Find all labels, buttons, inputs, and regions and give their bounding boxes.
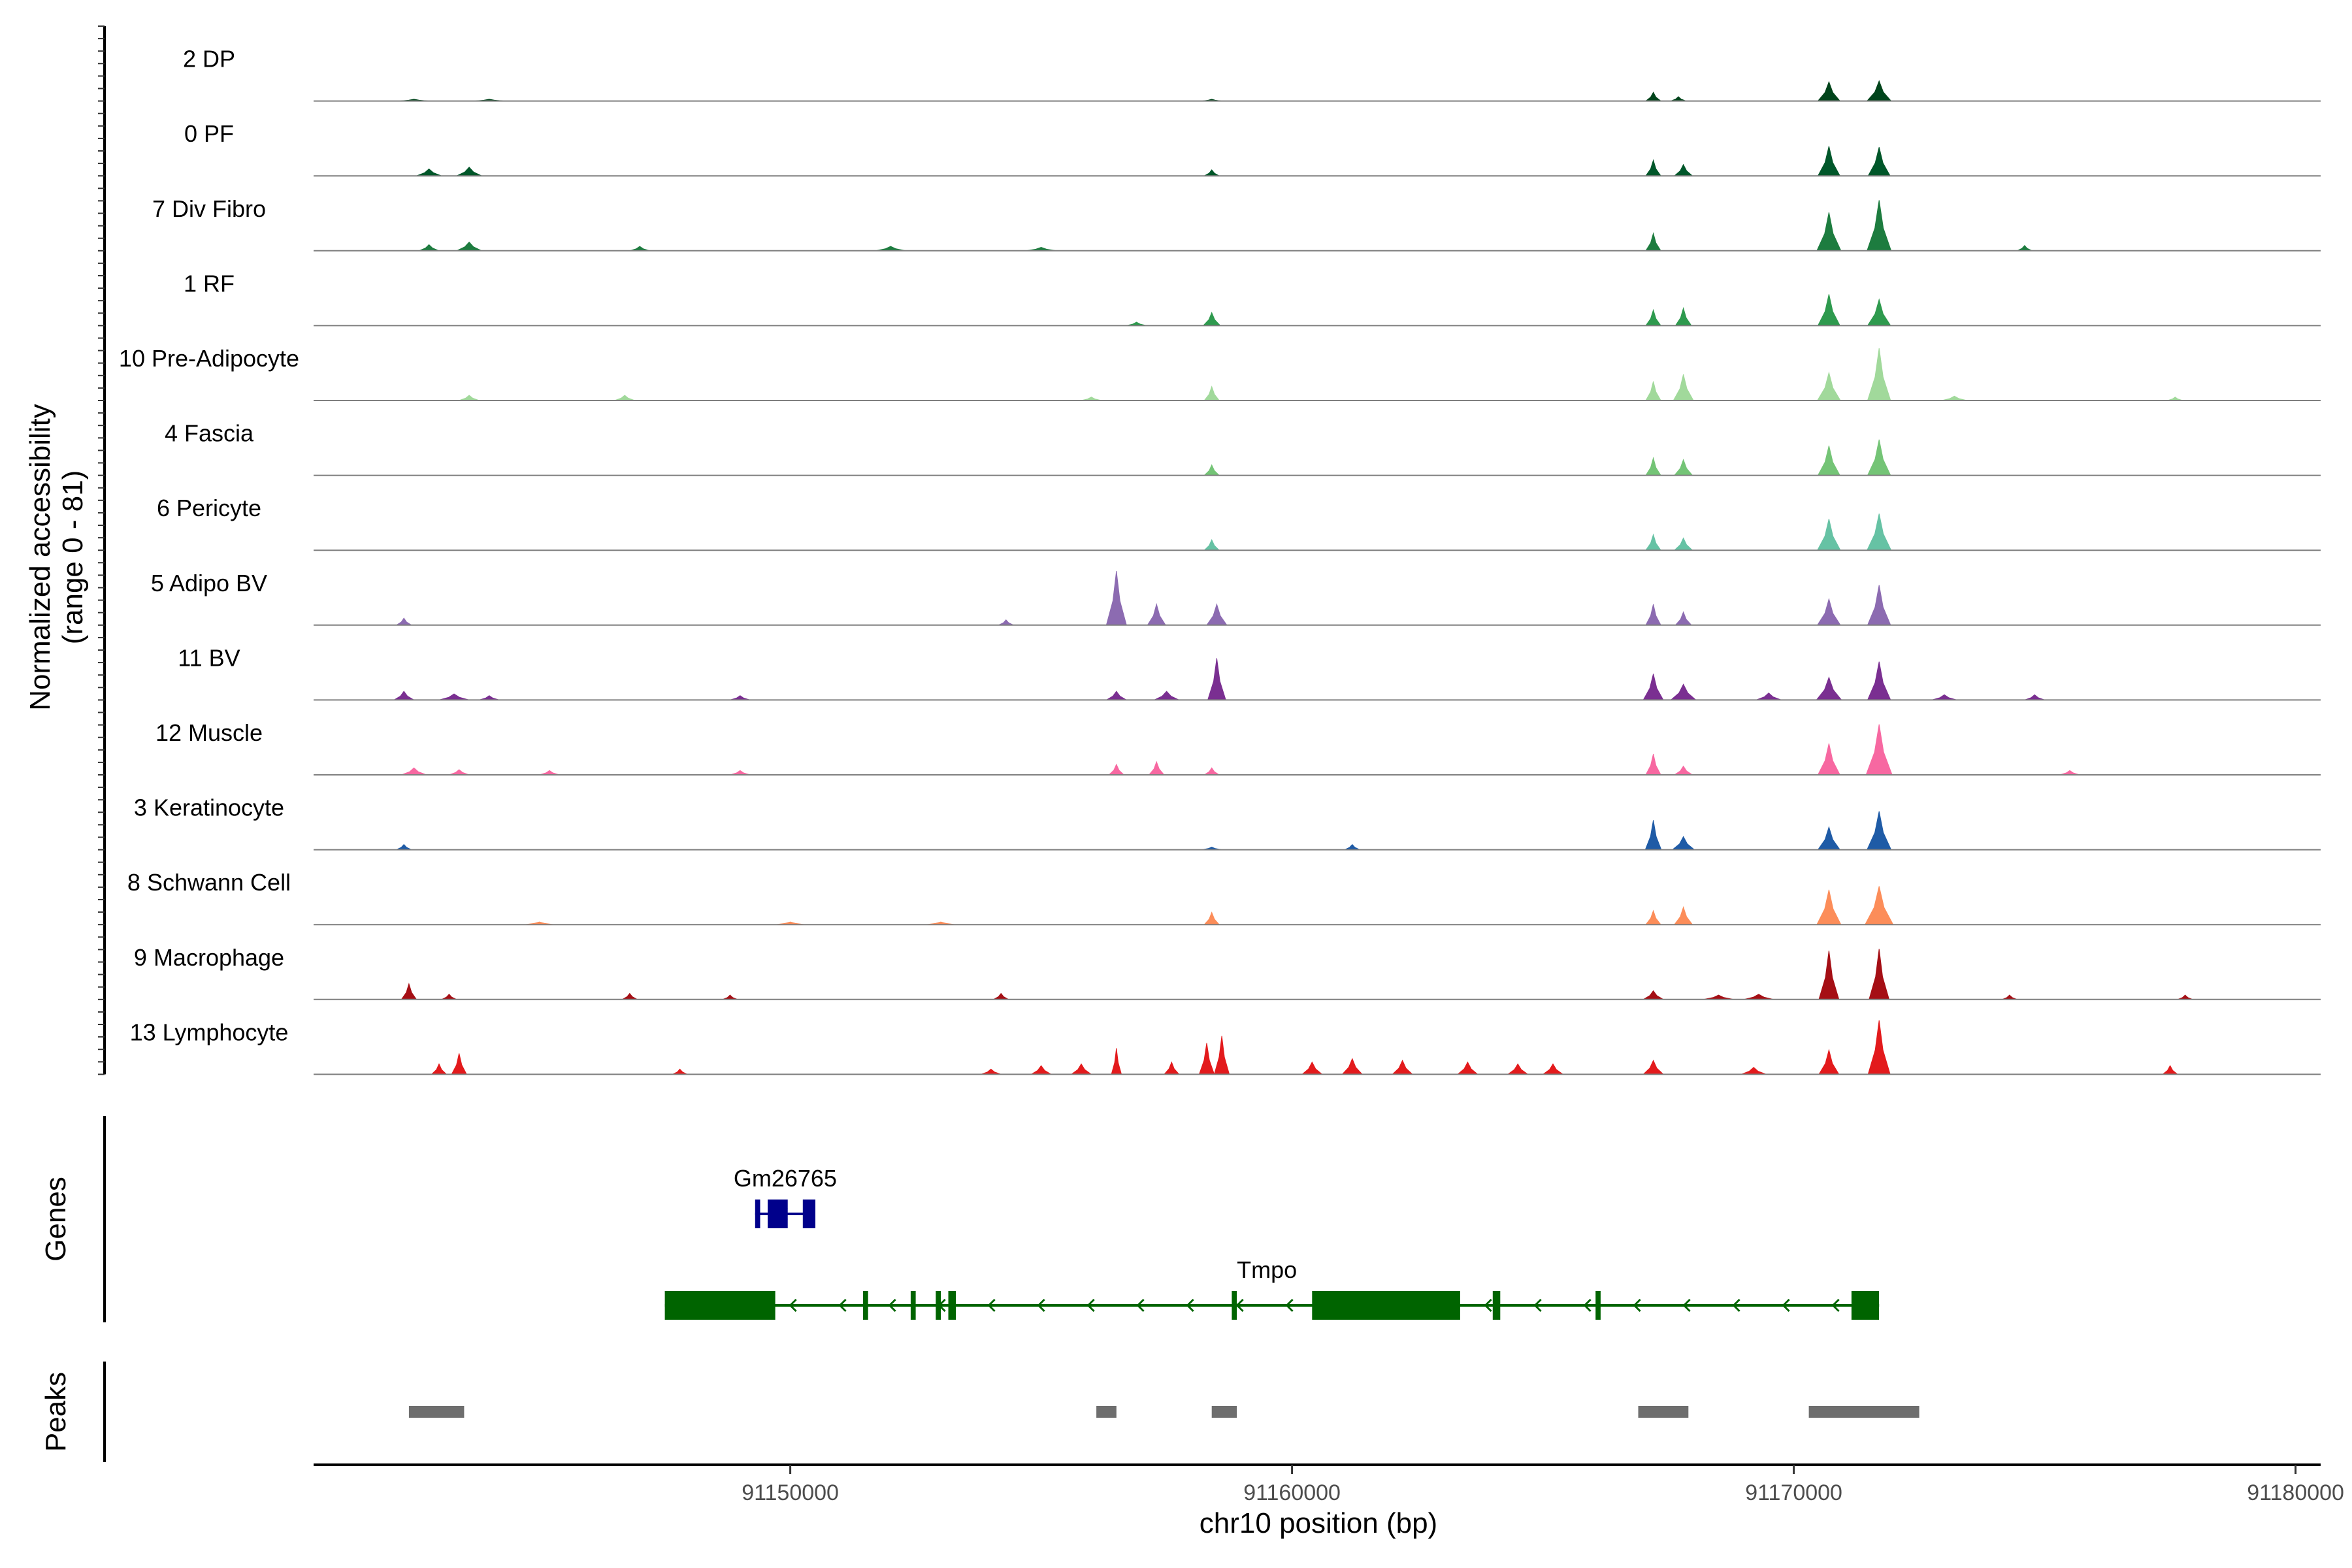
- x-tick-label: 91170000: [1745, 1480, 1842, 1505]
- peak-region: [1638, 1406, 1689, 1418]
- genes-track: Gm26765 Tmpo: [664, 1165, 1880, 1320]
- track-4-fascia: 4 Fascia: [165, 420, 2321, 476]
- track-10-pre-adipocyte: 10 Pre-Adipocyte: [119, 345, 2321, 401]
- track-label: 9 Macrophage: [134, 944, 284, 971]
- coverage-area: [393, 658, 2045, 700]
- strand-arrow: [1136, 1298, 1145, 1313]
- strand-arrow: [1831, 1298, 1840, 1313]
- peaks-track: [408, 1406, 1919, 1418]
- coverage-area: [431, 1020, 2179, 1075]
- gene-gm26765: Gm26765: [734, 1165, 837, 1228]
- coverage-area: [1203, 439, 1891, 476]
- track-7-div-fibro: 7 Div Fibro: [152, 195, 2321, 252]
- genes-track-label: Genes: [40, 1177, 72, 1262]
- track-label: 6 Pericyte: [157, 495, 261, 521]
- gene-exon: [664, 1291, 776, 1320]
- coverage-area: [1126, 294, 1891, 326]
- x-tick-label: 91160000: [1243, 1480, 1341, 1505]
- coverage-area: [396, 811, 1892, 851]
- strand-arrow: [1633, 1298, 1641, 1313]
- track-6-pericyte: 6 Pericyte: [157, 495, 2321, 551]
- track-8-schwann-cell: 8 Schwann Cell: [127, 869, 2321, 926]
- gene-exon: [910, 1291, 916, 1320]
- coverage-area: [401, 724, 2080, 776]
- track-11-bv: 11 BV: [178, 644, 2321, 701]
- track-label: 1 RF: [184, 270, 235, 297]
- gene-exon: [936, 1291, 941, 1320]
- coverage-area: [459, 348, 2183, 401]
- strand-arrow: [1682, 1298, 1691, 1313]
- gene-tmpo: Tmpo: [664, 1256, 1880, 1320]
- strand-arrow: [1484, 1298, 1492, 1313]
- strand-arrow: [789, 1298, 797, 1313]
- strand-arrow: [1285, 1298, 1294, 1313]
- coverage-area: [1203, 514, 1892, 551]
- peaks-track-label: Peaks: [40, 1372, 72, 1452]
- y-axis-title-line2: (range 0 - 81): [57, 470, 89, 645]
- track-label: 2 DP: [183, 46, 235, 73]
- gene-exon: [1232, 1291, 1237, 1320]
- peak-region: [1808, 1406, 1919, 1418]
- x-axis-title: chr10 position (bp): [1200, 1507, 1437, 1539]
- track-label: 11 BV: [178, 644, 240, 671]
- coverage-area: [416, 146, 1891, 176]
- coverage-area: [400, 949, 2193, 1000]
- y-axis-title-line1: Normalized accessibility: [24, 404, 56, 710]
- gene-exon: [1312, 1291, 1460, 1320]
- strand-arrow: [1235, 1298, 1244, 1313]
- gene-exon: [1595, 1291, 1601, 1320]
- track-label: 7 Div Fibro: [152, 195, 266, 222]
- track-5-adipo-bv: 5 Adipo BV: [151, 570, 2321, 626]
- gene-exon: [1851, 1291, 1880, 1320]
- track-1-rf: 1 RF: [184, 270, 2321, 327]
- track-label: 8 Schwann Cell: [127, 869, 291, 896]
- gene-exon: [802, 1200, 815, 1228]
- strand-arrow: [1086, 1298, 1095, 1313]
- gene-exon: [863, 1291, 868, 1320]
- track-label: 0 PF: [184, 120, 234, 147]
- strand-arrow: [1782, 1298, 1790, 1313]
- y-axis: [98, 25, 106, 1075]
- x-tick-label: 91150000: [742, 1480, 839, 1505]
- track-12-muscle: 12 Muscle: [155, 719, 2321, 776]
- coverage-area: [399, 80, 1892, 102]
- gene-label: Gm26765: [734, 1165, 837, 1192]
- gene-exon: [755, 1200, 760, 1228]
- strand-arrow: [1732, 1298, 1740, 1313]
- track-label: 10 Pre-Adipocyte: [119, 345, 299, 372]
- strand-arrow: [888, 1298, 896, 1313]
- gene-exon: [1492, 1291, 1501, 1320]
- coverage-area: [524, 886, 1894, 925]
- track-2-dp: 2 DP: [183, 46, 2321, 102]
- track-label: 12 Muscle: [155, 719, 263, 746]
- strand-arrow: [1533, 1298, 1542, 1313]
- track-label: 13 Lymphocyte: [130, 1019, 289, 1045]
- track-label: 3 Keratinocyte: [134, 794, 284, 821]
- strand-arrow: [987, 1298, 996, 1313]
- track-label: 5 Adipo BV: [151, 570, 267, 596]
- peak-region: [1211, 1406, 1237, 1418]
- track-3-keratinocyte: 3 Keratinocyte: [134, 794, 2321, 851]
- strand-arrow: [838, 1298, 847, 1313]
- strand-arrow: [1186, 1298, 1194, 1313]
- track-label: 4 Fascia: [165, 420, 254, 447]
- peak-region: [408, 1406, 465, 1418]
- strand-arrow: [1583, 1298, 1592, 1313]
- gene-label: Tmpo: [1237, 1256, 1297, 1283]
- track-9-macrophage: 9 Macrophage: [134, 944, 2321, 1000]
- coverage-area: [419, 200, 2033, 252]
- coverage-area: [395, 571, 1891, 626]
- track-0-pf: 0 PF: [184, 120, 2321, 177]
- peak-region: [1096, 1406, 1117, 1418]
- x-tick-label: 91180000: [2247, 1480, 2344, 1505]
- track-13-lymphocyte: 13 Lymphocyte: [130, 1019, 2321, 1075]
- gene-exon: [948, 1291, 956, 1320]
- strand-arrow: [1037, 1298, 1045, 1313]
- coverage-tracks: 2 DP 0 PF 7 Div Fibro 1 RF 10 Pre-Adipocyte 4…: [119, 46, 2321, 1075]
- gene-exon: [768, 1200, 788, 1228]
- x-axis: 91150000 91160000 91170000 91180000: [314, 1463, 2344, 1505]
